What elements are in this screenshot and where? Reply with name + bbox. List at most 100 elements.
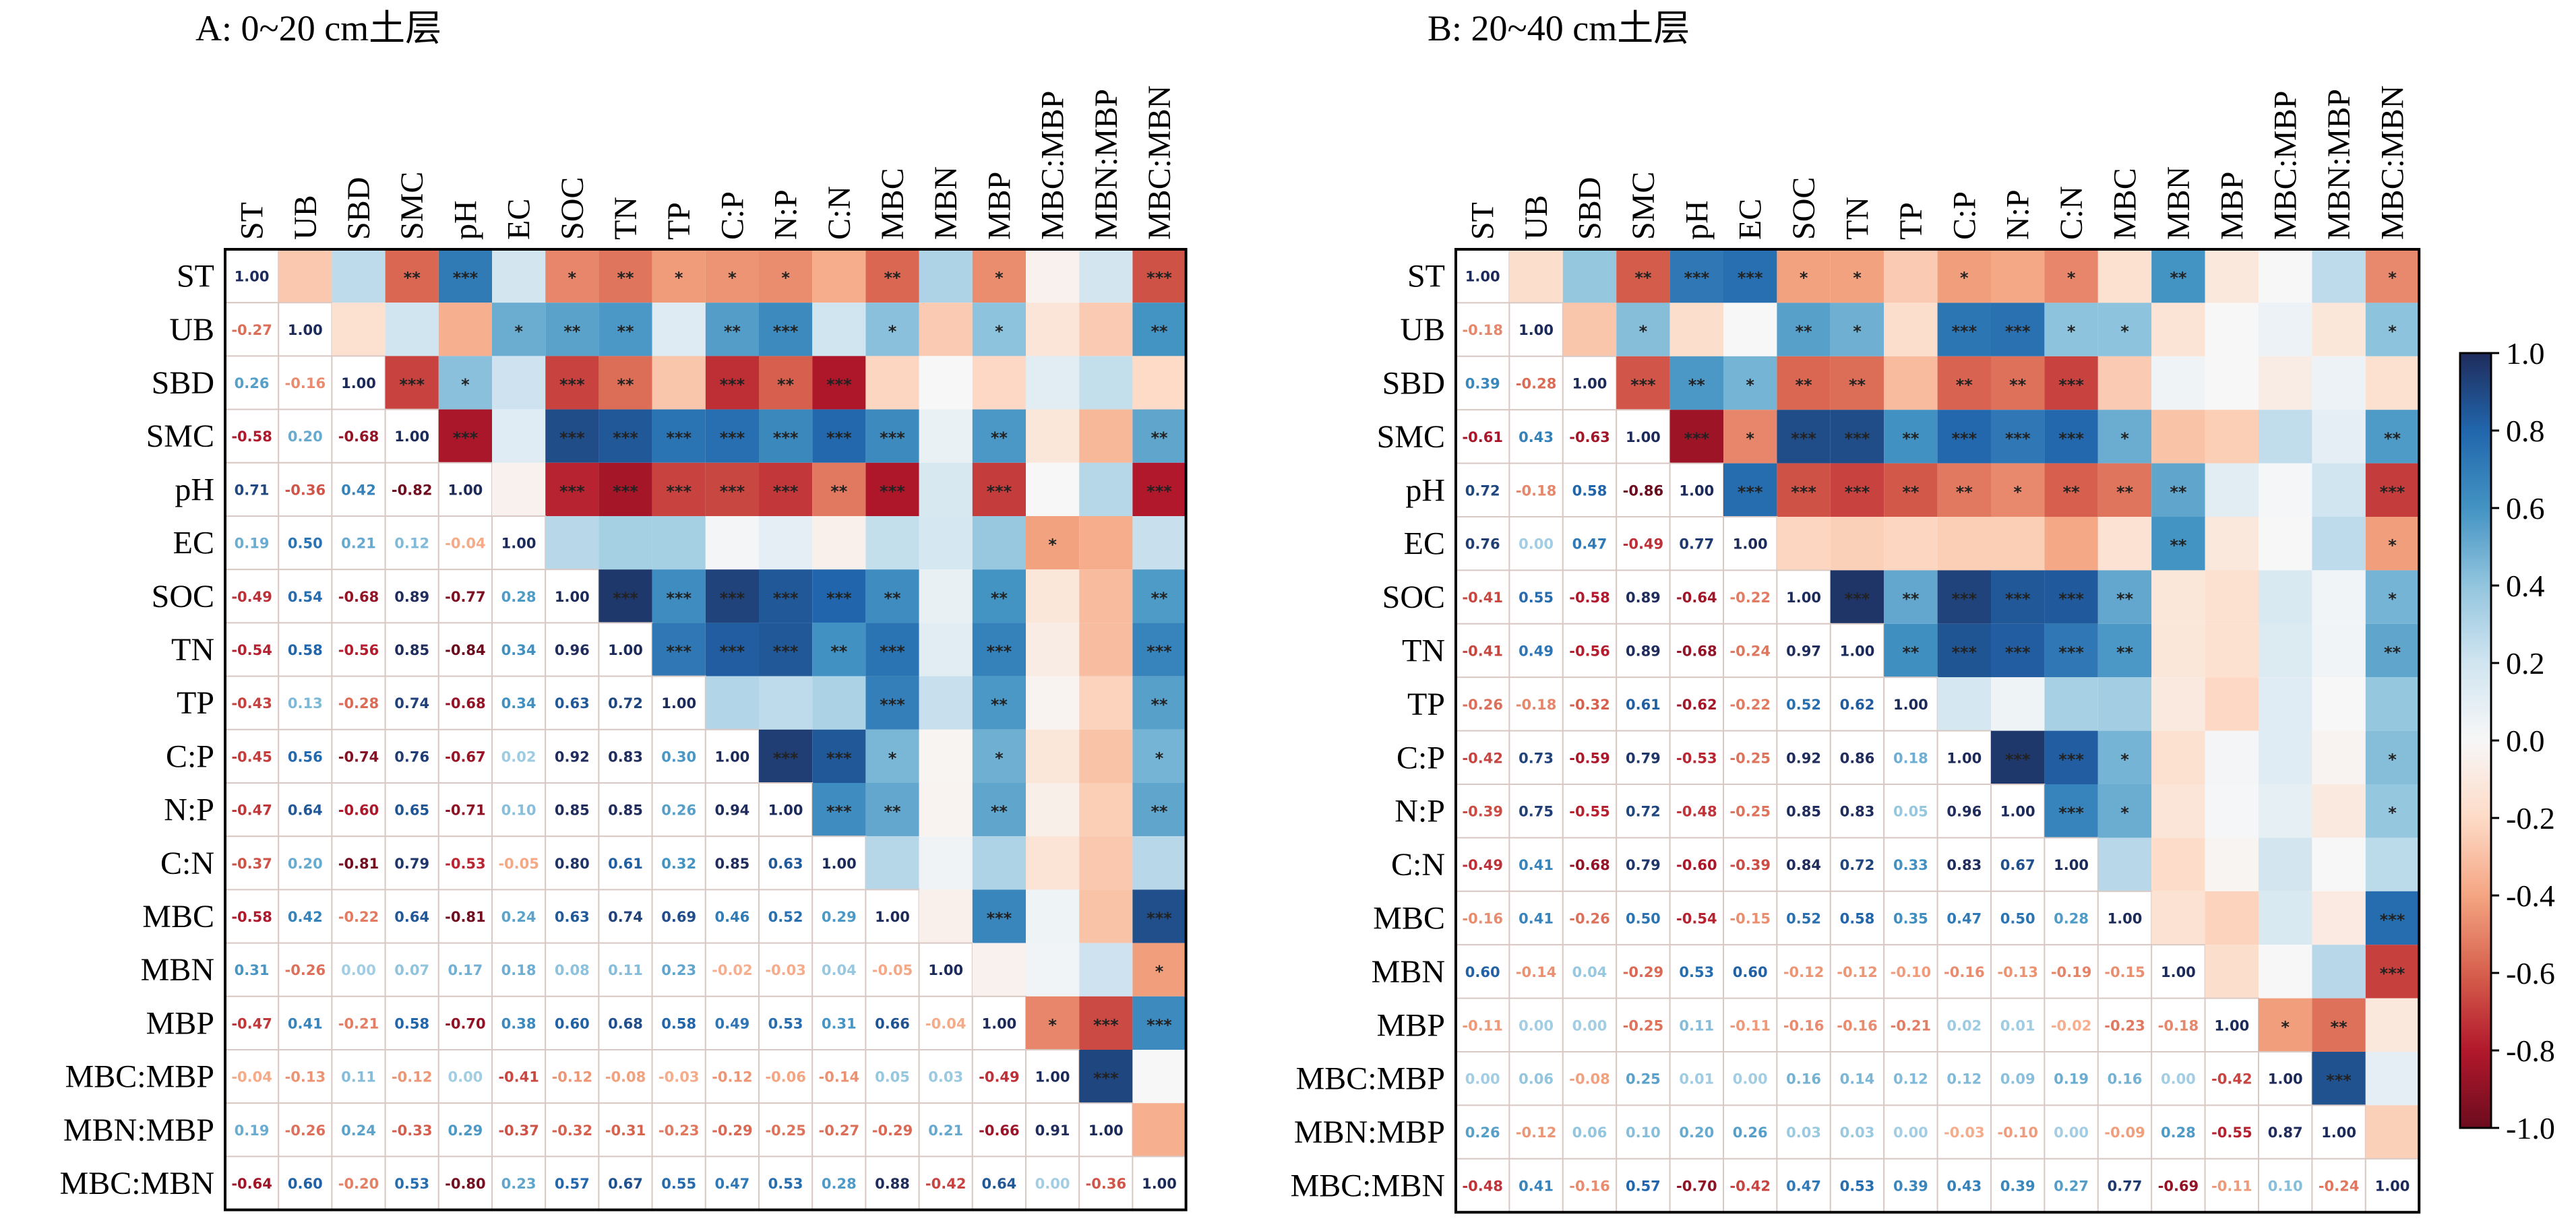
cell-value-label: -0.69 (2158, 1178, 2199, 1195)
value-cell (2097, 944, 2153, 999)
significance-label: * (2067, 322, 2076, 341)
cell-value-label: -0.80 (445, 1176, 486, 1192)
cell-value-label: 0.31 (235, 962, 270, 978)
heatmap-cell (1830, 517, 1884, 571)
significance-label: *** (826, 589, 852, 608)
cell-value-label: -0.42 (1462, 750, 1503, 766)
cell-value-label: 0.06 (1519, 1071, 1554, 1087)
cell-value-label: -0.18 (2158, 1017, 2199, 1034)
column-label: MBC:MBP (2268, 91, 2304, 240)
value-cell (1936, 890, 1992, 946)
value-cell (1776, 784, 1831, 839)
cell-value-label: 0.63 (555, 909, 590, 925)
cell-value-label: 0.28 (501, 589, 536, 605)
value-cell (1936, 1104, 1992, 1160)
significance-label: *** (826, 802, 852, 821)
cell-value-label: -0.39 (1729, 857, 1771, 873)
value-cell (1616, 1051, 1671, 1106)
cell-value-label: -0.05 (498, 856, 539, 872)
heatmap-cell (705, 569, 759, 623)
significance-label: *** (720, 589, 745, 608)
cell-value-label: 0.58 (661, 1015, 696, 1032)
row-label: SBD (152, 365, 214, 401)
cell-value-label: -0.25 (1729, 804, 1771, 820)
value-cell (331, 569, 386, 624)
cell-value-label: 0.00 (1733, 1071, 1768, 1087)
heatmap-cell (2312, 249, 2366, 303)
value-cell (278, 1049, 333, 1104)
row-label: SOC (152, 579, 214, 614)
cell-value-label: -0.14 (1516, 964, 1557, 980)
cell-value-label: 1.00 (1142, 1176, 1177, 1192)
cell-value-label: -0.63 (1569, 429, 1610, 445)
heatmap-cell (1777, 463, 1831, 517)
column-label: MBP (2214, 172, 2250, 240)
cell-value-label: -0.26 (1569, 911, 1610, 927)
cell-value-label: 0.50 (288, 536, 323, 552)
heatmap-cell (2044, 463, 2098, 517)
colorbar-gradient (2459, 352, 2492, 1129)
cell-value-label: -0.21 (338, 1015, 379, 1032)
heatmap-cell (1616, 356, 1670, 410)
heatmap-cell (972, 249, 1026, 303)
heatmap-cell (1026, 889, 1080, 943)
value-cell (384, 462, 439, 517)
value-cell (1990, 1158, 2046, 1213)
value-cell (1616, 730, 1671, 785)
row-label: MBC:MBP (65, 1059, 214, 1095)
value-cell (437, 515, 493, 571)
heatmap-cell (2365, 249, 2420, 303)
cell-value-label: 0.02 (1946, 1017, 1982, 1034)
value-cell (1508, 1158, 1564, 1213)
heatmap-cell (652, 303, 706, 356)
significance-label: * (995, 749, 1004, 767)
cell-value-label: 0.34 (501, 695, 536, 712)
cell-value-label: 0.47 (714, 1176, 749, 1192)
cell-value-label: 1.00 (2054, 857, 2089, 873)
significance-label: * (2388, 590, 2397, 608)
value-cell (384, 408, 439, 464)
heatmap-cell (1884, 463, 1938, 517)
heatmap-cell (1991, 410, 2045, 464)
significance-label: ** (617, 375, 634, 394)
significance-label: *** (1845, 429, 1870, 448)
row-label: C:P (1397, 740, 1445, 776)
column-label: UB (1519, 195, 1554, 240)
cell-value-label: -0.06 (765, 1069, 806, 1085)
heatmap-cell (2365, 730, 2420, 784)
cell-value-label: 0.01 (2000, 1017, 2035, 1034)
value-cell (758, 835, 814, 891)
cell-value-label: 1.00 (1572, 376, 1607, 392)
heatmap-cell (2365, 891, 2420, 945)
cell-value-label: 0.11 (341, 1069, 376, 1085)
significance-label: *** (666, 589, 692, 608)
cell-value-label: 0.03 (1840, 1125, 1875, 1141)
heatmap-cell (2205, 730, 2259, 784)
column-label: SBD (341, 177, 377, 240)
significance-label: *** (720, 642, 745, 661)
heatmap-cell (385, 249, 439, 303)
value-cell (758, 942, 814, 997)
cell-value-label: 0.69 (661, 909, 696, 925)
significance-label: ** (991, 695, 1008, 714)
heatmap-cell (919, 462, 973, 516)
cell-value-label: 0.89 (1626, 643, 1661, 660)
significance-label: *** (773, 429, 799, 447)
cell-value-label: -0.48 (1676, 804, 1717, 820)
value-cell (1723, 569, 1778, 625)
cell-value-label: 0.26 (661, 802, 696, 819)
cell-value-label: 1.00 (1733, 536, 1768, 553)
value-cell (1508, 944, 1564, 999)
heatmap-cell (1884, 249, 1938, 303)
cell-value-label: 1.00 (768, 802, 803, 819)
heatmap-cell (2312, 998, 2366, 1052)
row-label: TP (177, 685, 214, 721)
cell-value-label: 1.00 (555, 589, 590, 605)
value-cell (1669, 1158, 1725, 1213)
significance-label: ** (1796, 322, 1813, 341)
cell-value-label: -0.14 (819, 1069, 860, 1085)
value-cell (2097, 1104, 2153, 1160)
heatmap-cell (759, 409, 813, 463)
significance-label: ** (1902, 590, 1920, 608)
